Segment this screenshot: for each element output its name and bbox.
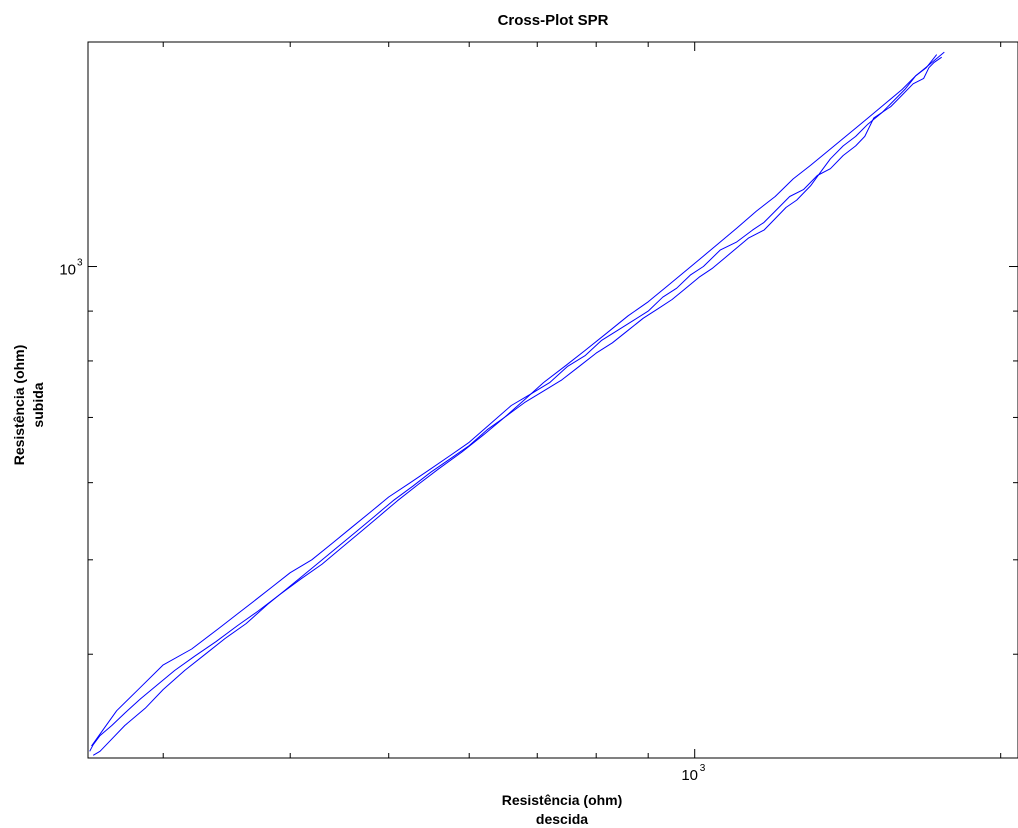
plot-area-frame bbox=[87, 41, 1018, 759]
y-tick-label-exponent: 3 bbox=[77, 258, 83, 269]
x-tick-label-exponent: 3 bbox=[700, 763, 706, 774]
y-axis-label-line2: subida bbox=[30, 382, 46, 427]
axis-tick-labels-group: 10 310 3 bbox=[59, 258, 705, 784]
x-axis-label-line1: Resistência (ohm) bbox=[502, 792, 623, 808]
chart-title: Cross-Plot SPR bbox=[498, 12, 609, 29]
y-tick-label: 10 bbox=[59, 262, 76, 279]
axis-ticks-group bbox=[88, 42, 1018, 758]
x-tick-label: 10 bbox=[681, 767, 698, 784]
data-series-line-2 bbox=[92, 54, 938, 756]
x-axis-label-line2: descida bbox=[536, 811, 588, 827]
plot-series-group bbox=[89, 51, 945, 756]
y-axis-label-line1: Resistência (ohm) bbox=[11, 345, 27, 466]
data-series-line-3 bbox=[89, 51, 945, 752]
data-series-line-1 bbox=[91, 56, 942, 747]
